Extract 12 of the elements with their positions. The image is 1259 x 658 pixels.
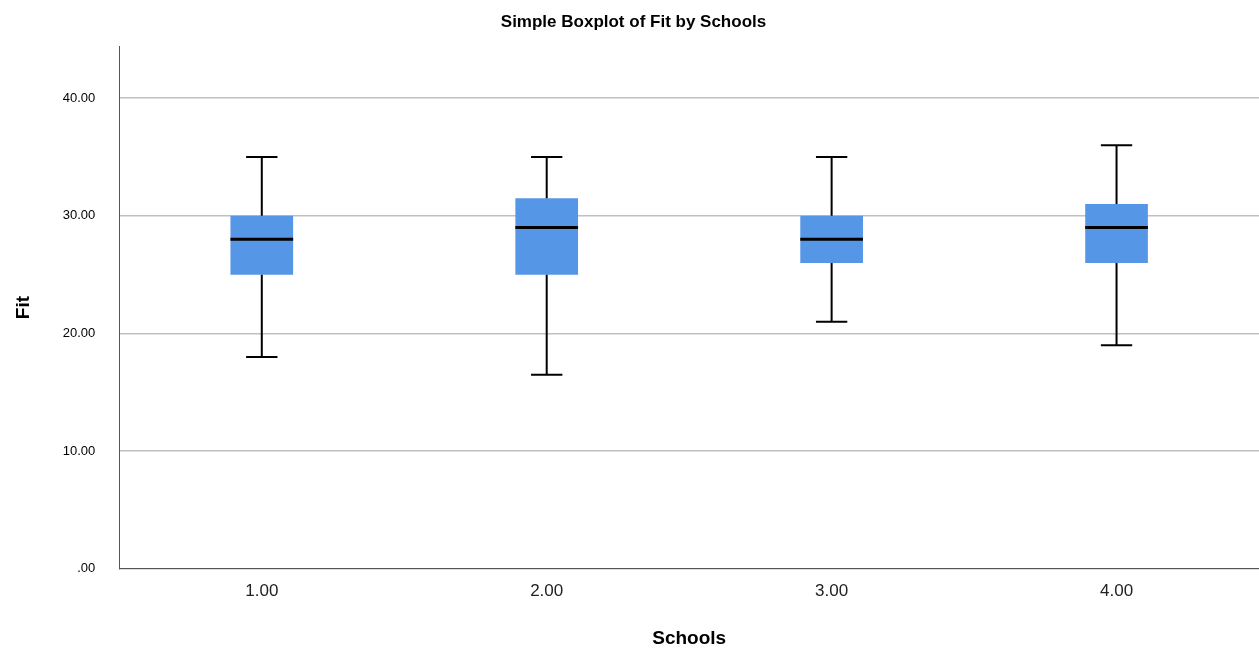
y-tick-label: 20.00: [62, 325, 96, 341]
x-tick-label: 4.00: [1099, 580, 1134, 600]
y-tick-label: .00: [77, 560, 96, 576]
y-tick-label: 10.00: [62, 442, 96, 458]
x-tick-label: 3.00: [815, 580, 849, 600]
y-axis-title: Fit: [11, 295, 33, 320]
y-tick-label: 40.00: [62, 89, 96, 105]
x-tick-label: 1.00: [245, 580, 279, 600]
x-axis-title: Schools: [652, 626, 727, 648]
chart-title: Simple Boxplot of Fit by Schools: [500, 11, 767, 31]
x-tick-label: 2.00: [530, 580, 564, 600]
y-tick-label: 30.00: [62, 207, 96, 223]
